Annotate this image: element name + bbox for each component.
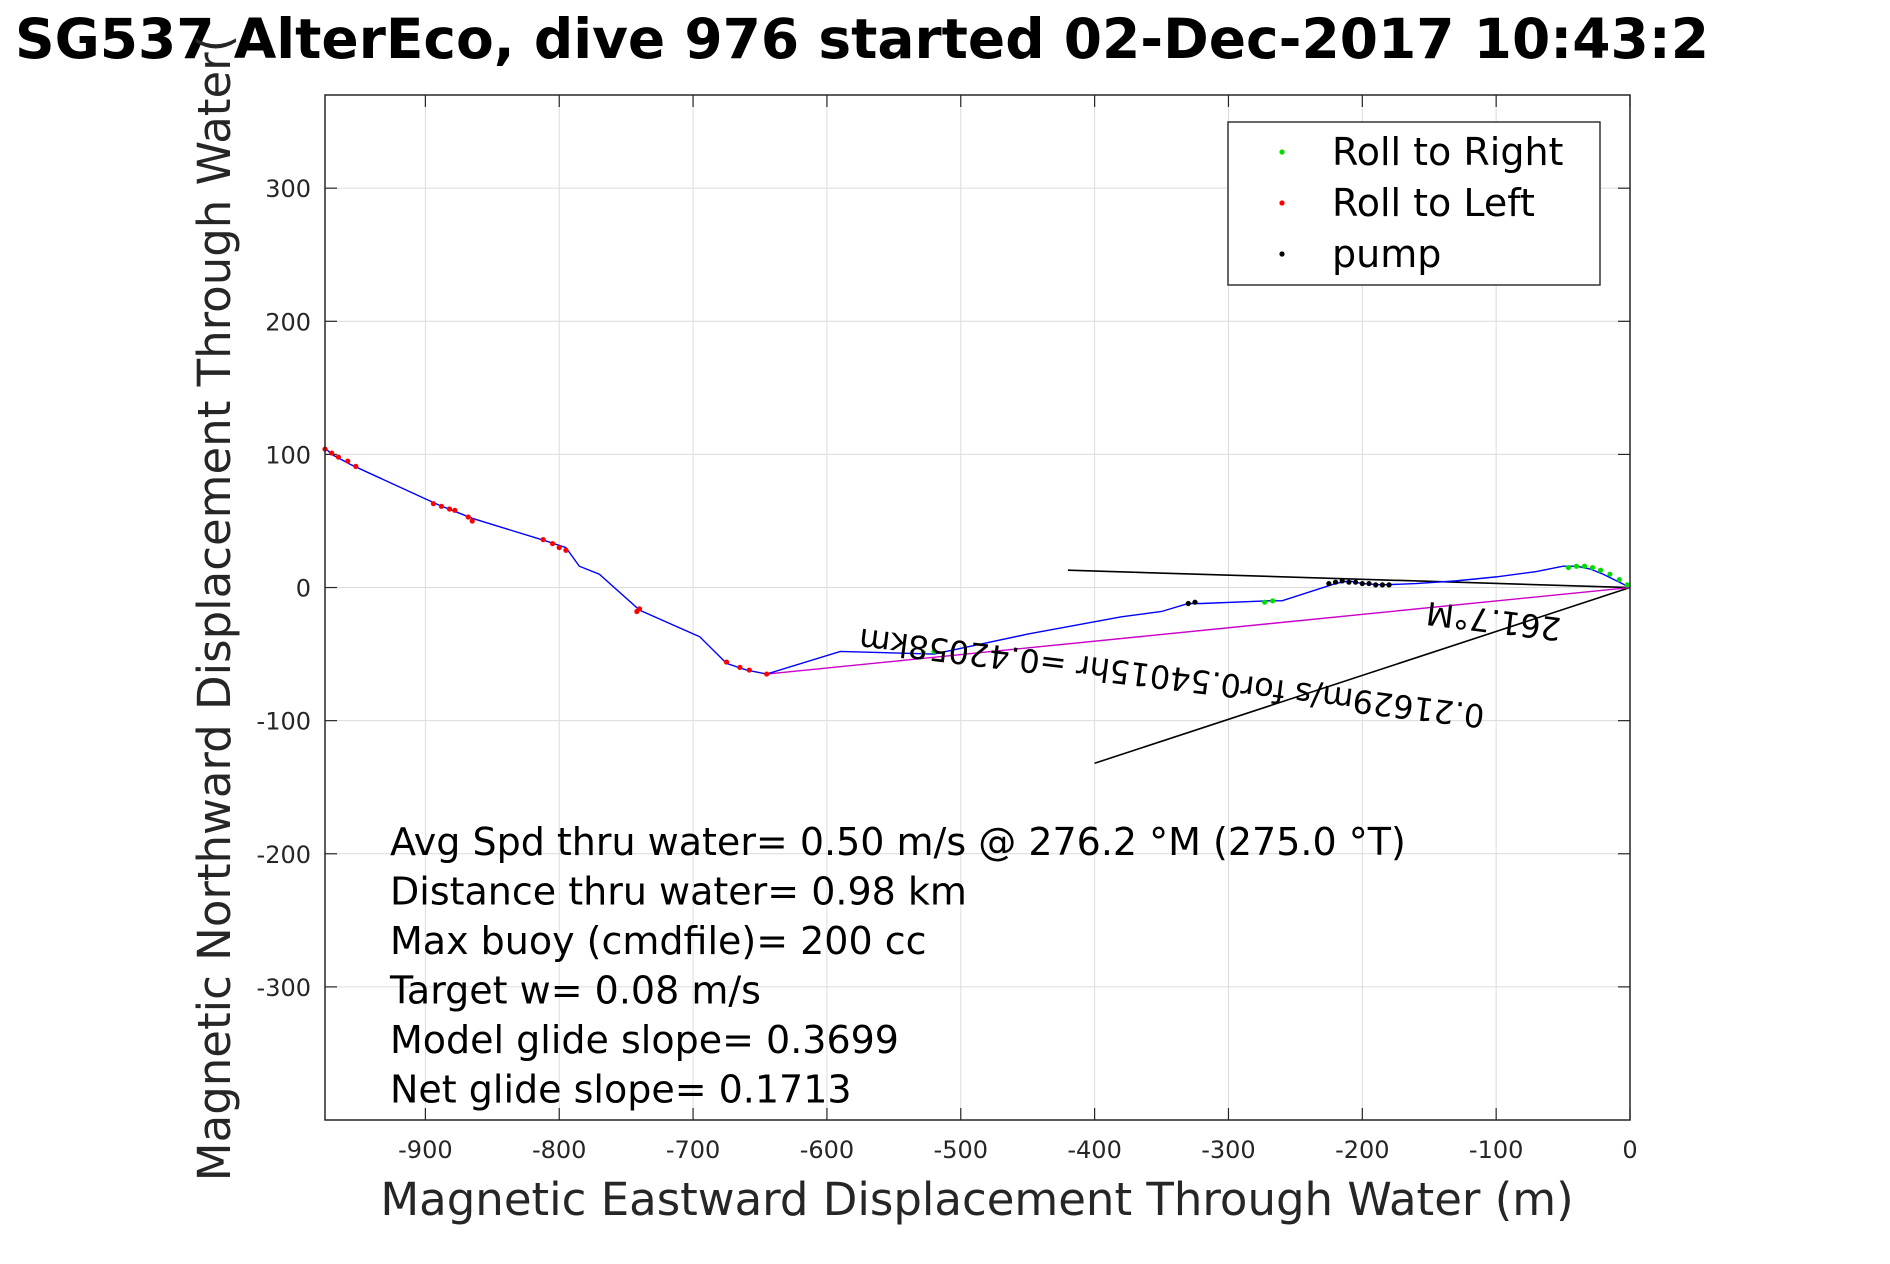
legend-box — [1227, 121, 1601, 286]
pump-point — [1373, 582, 1379, 588]
roll-to-left-point — [469, 518, 475, 524]
x-tick-label: -900 — [398, 1136, 452, 1164]
roll-to-right-point — [920, 650, 926, 656]
legend-marker — [1279, 149, 1285, 155]
x-tick-label: -700 — [666, 1136, 720, 1164]
pump-point — [1326, 580, 1332, 587]
legend: Roll to Right Roll to Left pump — [1227, 121, 1601, 286]
stats-line: Max buoy (cmdfile)= 200 cc — [390, 919, 927, 963]
reference-line — [1094, 586, 1631, 765]
roll-to-right-point — [1624, 582, 1630, 588]
roll-to-left-point — [540, 537, 546, 543]
roll-to-right-point — [1597, 567, 1604, 573]
track-line — [324, 447, 1631, 675]
roll-to-left-point — [746, 667, 752, 673]
x-tick-label: -500 — [934, 1136, 988, 1164]
pump-point — [1339, 578, 1345, 584]
roll-to-right-point — [1581, 563, 1588, 569]
legend-label: pump — [1332, 232, 1441, 276]
pump-point — [1346, 579, 1352, 585]
x-tick-label: -100 — [1469, 1136, 1523, 1164]
y-tick-label: 0 — [296, 575, 311, 603]
roll-to-left-point — [438, 503, 445, 509]
roll-to-right-point — [1607, 571, 1613, 577]
avg-velocity-line — [766, 586, 1631, 675]
roll-to-left-point — [430, 501, 437, 507]
x-tick-label: -600 — [800, 1136, 854, 1164]
legend-marker — [1279, 251, 1285, 257]
roll-to-left-point — [556, 544, 562, 551]
x-axis-label: Magnetic Eastward Displacement Through W… — [380, 1173, 1573, 1226]
roll-to-right-point — [1262, 599, 1268, 605]
roll-to-left-point — [329, 450, 335, 456]
reference-line — [1067, 569, 1631, 589]
y-axis-label: Magnetic Northward Displacement Through … — [188, 35, 241, 1181]
dive-stats: Avg Spd thru water= 0.50 m/s @ 276.2 °M … — [389, 820, 1406, 1112]
y-tick-label: 200 — [265, 308, 311, 336]
pump-point — [1366, 580, 1372, 587]
roll-to-left-point — [353, 463, 359, 469]
roll-to-left-point — [446, 506, 453, 512]
grid-lines — [325, 95, 1631, 1120]
y-tick-label: -200 — [257, 841, 311, 869]
pump-point — [1386, 582, 1392, 588]
roll-to-left-point — [465, 514, 471, 520]
roll-to-left-point — [723, 659, 730, 665]
axis-ticks: -900 -800 -700 -600 -500 -400 -300 -200 -100 0 300… — [257, 95, 1638, 1164]
roll-to-left-point — [452, 507, 458, 513]
y-tick-label: 100 — [265, 441, 311, 469]
x-tick-label: -200 — [1335, 1136, 1389, 1164]
y-tick-label: 300 — [265, 175, 311, 203]
roll-to-right-point — [1589, 564, 1596, 571]
pump-point — [1359, 580, 1365, 587]
stats-line: Target w= 0.08 m/s — [389, 969, 761, 1013]
x-tick-label: -400 — [1067, 1136, 1121, 1164]
roll-to-left-point — [549, 541, 556, 547]
stats-line: Distance thru water= 0.98 km — [390, 870, 967, 914]
pump-point — [1353, 579, 1359, 585]
y-tick-label: -300 — [257, 974, 311, 1002]
stats-line: Avg Spd thru water= 0.50 m/s @ 276.2 °M … — [390, 820, 1406, 864]
roll-to-right-point — [1565, 564, 1572, 571]
roll-to-left-point — [335, 454, 341, 460]
roll-to-left-point — [345, 458, 351, 464]
plot-frame — [324, 94, 1631, 1121]
legend-marker — [1279, 200, 1285, 206]
pump-point — [1192, 599, 1198, 605]
y-tick-label: -100 — [257, 708, 311, 736]
roll-to-left-point — [563, 547, 569, 553]
chart-title: SG537 AlterEco, dive 976 started 02-Dec-… — [15, 7, 1709, 71]
x-tick-label: 0 — [1622, 1136, 1637, 1164]
pump-point — [1332, 579, 1339, 585]
stats-line: Model glide slope= 0.3699 — [390, 1018, 899, 1062]
stats-line: Net glide slope= 0.1713 — [390, 1068, 852, 1112]
pump-point — [1379, 582, 1385, 588]
roll-to-left-point — [634, 608, 640, 615]
roll-to-right-point — [1616, 576, 1622, 583]
legend-label: Roll to Right — [1332, 130, 1563, 174]
legend-label: Roll to Left — [1332, 181, 1535, 225]
roll-to-right-point — [1573, 563, 1580, 569]
roll-to-right-point — [1270, 598, 1276, 604]
roll-to-left-point — [737, 664, 743, 671]
pump-point — [1185, 600, 1191, 607]
roll-to-left-point — [764, 671, 770, 677]
x-tick-label: -300 — [1201, 1136, 1255, 1164]
data-series — [322, 446, 1631, 765]
x-tick-label: -800 — [532, 1136, 586, 1164]
roll-to-right-point — [931, 648, 937, 655]
